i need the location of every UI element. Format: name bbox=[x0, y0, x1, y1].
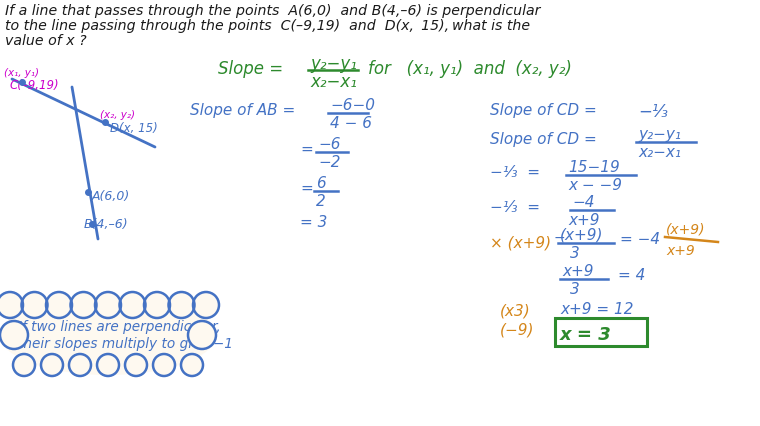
Text: (x₂, y₂): (x₂, y₂) bbox=[100, 110, 135, 120]
Text: −¹⁄₃: −¹⁄₃ bbox=[638, 103, 668, 121]
Circle shape bbox=[119, 292, 145, 318]
Circle shape bbox=[69, 354, 91, 376]
Text: 6: 6 bbox=[316, 176, 326, 190]
Text: −4: −4 bbox=[572, 195, 594, 210]
Text: Slope of AB =: Slope of AB = bbox=[190, 103, 295, 118]
Circle shape bbox=[46, 292, 72, 318]
Circle shape bbox=[21, 292, 47, 318]
Text: their slopes multiply to give −1: their slopes multiply to give −1 bbox=[18, 336, 233, 350]
Circle shape bbox=[13, 354, 35, 376]
Text: A(6,0): A(6,0) bbox=[92, 190, 130, 202]
Text: x₂−x₁: x₂−x₁ bbox=[638, 145, 681, 160]
Text: −¹⁄₃  =: −¹⁄₃ = bbox=[490, 199, 540, 215]
Text: x = 3: x = 3 bbox=[560, 325, 612, 343]
Text: Slope =: Slope = bbox=[218, 60, 283, 78]
Text: If two lines are perpendicular,: If two lines are perpendicular, bbox=[18, 319, 220, 333]
Text: × (x+9): × (x+9) bbox=[490, 236, 551, 250]
Text: If a line that passes through the points  A(6,0)  and B(4,–6) is perpendicular: If a line that passes through the points… bbox=[5, 4, 540, 18]
Text: −6: −6 bbox=[318, 137, 340, 152]
Text: (x+9): (x+9) bbox=[560, 227, 603, 242]
Text: 3: 3 bbox=[570, 281, 580, 296]
Text: =: = bbox=[300, 142, 313, 157]
Circle shape bbox=[95, 292, 121, 318]
Text: D(x, 15): D(x, 15) bbox=[110, 122, 158, 135]
Circle shape bbox=[41, 354, 63, 376]
Circle shape bbox=[153, 354, 175, 376]
Text: −: − bbox=[554, 230, 565, 245]
Text: −¹⁄₃  =: −¹⁄₃ = bbox=[490, 164, 540, 180]
Text: to the line passing through the points  C(–9,19)  and  D(x, 15), what is the: to the line passing through the points C… bbox=[5, 19, 530, 33]
Text: x₂−x₁: x₂−x₁ bbox=[310, 73, 357, 91]
Text: =: = bbox=[300, 181, 313, 196]
Text: 2: 2 bbox=[316, 193, 326, 208]
Text: y₂−y₁: y₂−y₁ bbox=[638, 127, 681, 142]
Circle shape bbox=[144, 292, 170, 318]
Text: x+9: x+9 bbox=[666, 243, 695, 257]
Text: Slope of CD =: Slope of CD = bbox=[490, 103, 597, 118]
Text: C(–9,19): C(–9,19) bbox=[10, 79, 59, 92]
Text: (x₁, y₁): (x₁, y₁) bbox=[4, 68, 39, 78]
Text: 4 − 6: 4 − 6 bbox=[330, 116, 372, 131]
Text: = 3: = 3 bbox=[300, 215, 328, 230]
Circle shape bbox=[193, 292, 219, 318]
Text: value of x ?: value of x ? bbox=[5, 34, 87, 48]
Text: = 4: = 4 bbox=[618, 268, 645, 282]
Text: for   (x₁, y₁)  and  (x₂, y₂): for (x₁, y₁) and (x₂, y₂) bbox=[368, 60, 572, 78]
Text: x+9: x+9 bbox=[562, 263, 594, 278]
Text: (x+9): (x+9) bbox=[666, 222, 705, 236]
Circle shape bbox=[0, 292, 23, 318]
Text: 15−19: 15−19 bbox=[568, 160, 619, 175]
Circle shape bbox=[188, 321, 216, 349]
Text: (x3): (x3) bbox=[500, 303, 530, 318]
Text: Slope of CD =: Slope of CD = bbox=[490, 132, 597, 147]
Text: 3: 3 bbox=[570, 245, 580, 260]
Circle shape bbox=[169, 292, 195, 318]
Text: = −4: = −4 bbox=[620, 231, 660, 246]
Text: (−9): (−9) bbox=[500, 322, 534, 337]
Circle shape bbox=[181, 354, 203, 376]
Text: x+9 = 12: x+9 = 12 bbox=[560, 301, 634, 316]
Text: x − −9: x − −9 bbox=[568, 178, 622, 193]
Text: −2: −2 bbox=[318, 155, 340, 170]
Circle shape bbox=[125, 354, 147, 376]
Text: y₂−y₁: y₂−y₁ bbox=[310, 55, 357, 73]
Circle shape bbox=[97, 354, 119, 376]
Text: −6−0: −6−0 bbox=[330, 98, 375, 113]
Text: B(4,–6): B(4,–6) bbox=[84, 218, 128, 230]
Ellipse shape bbox=[0, 295, 216, 375]
Text: x+9: x+9 bbox=[568, 213, 600, 227]
Circle shape bbox=[0, 321, 28, 349]
Circle shape bbox=[71, 292, 97, 318]
